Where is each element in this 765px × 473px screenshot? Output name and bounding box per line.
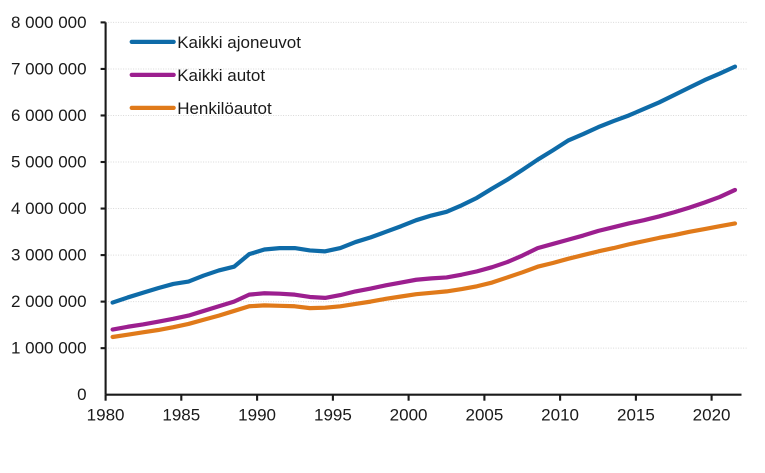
svg-text:1990: 1990 (238, 406, 276, 425)
svg-text:5 000 000: 5 000 000 (11, 153, 87, 172)
svg-text:1 000 000: 1 000 000 (11, 339, 87, 358)
svg-text:2015: 2015 (617, 406, 655, 425)
svg-text:7 000 000: 7 000 000 (11, 59, 87, 78)
svg-text:1980: 1980 (87, 406, 125, 425)
svg-text:2010: 2010 (541, 406, 579, 425)
svg-text:6 000 000: 6 000 000 (11, 106, 87, 125)
svg-text:8 000 000: 8 000 000 (11, 13, 87, 32)
svg-text:0: 0 (77, 385, 86, 404)
svg-text:1995: 1995 (314, 406, 352, 425)
svg-text:Kaikki autot: Kaikki autot (177, 66, 265, 85)
svg-text:4 000 000: 4 000 000 (11, 199, 87, 218)
svg-text:2005: 2005 (465, 406, 503, 425)
svg-text:2000: 2000 (390, 406, 428, 425)
svg-text:3 000 000: 3 000 000 (11, 246, 87, 265)
svg-text:2020: 2020 (693, 406, 731, 425)
svg-text:Henkilöautot: Henkilöautot (177, 99, 272, 118)
svg-text:1985: 1985 (162, 406, 200, 425)
svg-text:Kaikki ajoneuvot: Kaikki ajoneuvot (177, 33, 301, 52)
svg-text:2 000 000: 2 000 000 (11, 292, 87, 311)
